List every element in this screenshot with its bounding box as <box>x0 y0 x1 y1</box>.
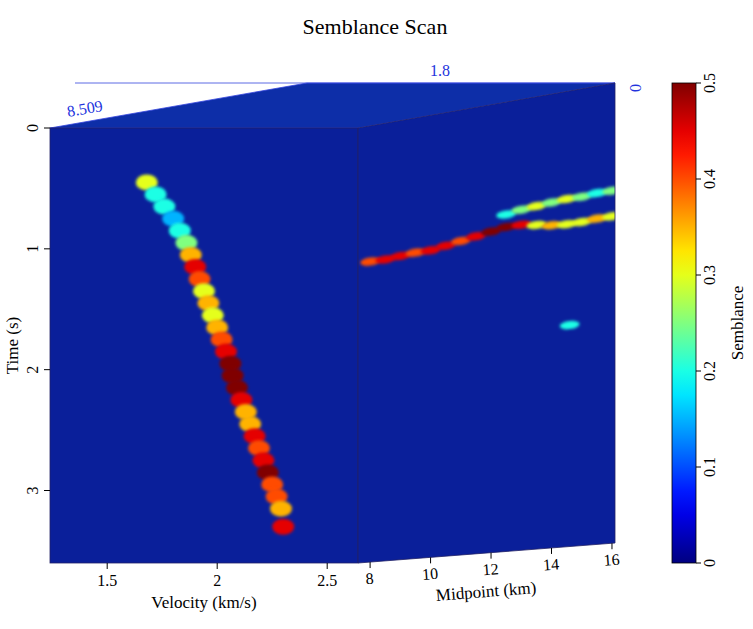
title: Semblance Scan <box>303 14 448 39</box>
semblance-peak <box>270 501 292 517</box>
y-tick-label: 1 <box>24 245 41 253</box>
y-tick-label: 3 <box>24 487 41 495</box>
slice-label: 8.509 <box>66 97 104 120</box>
colorbar <box>672 83 696 563</box>
chart: Semblance Scan0123Time (s)1.522.5Velocit… <box>0 0 753 629</box>
x-tick-label: 2 <box>213 572 221 589</box>
colorbar-tick-label: 0 <box>701 559 718 567</box>
y-tick <box>44 369 50 370</box>
reflector-peak <box>601 185 622 196</box>
reflector-peak <box>602 211 623 222</box>
colorbar-tick-label: 0.1 <box>701 457 718 477</box>
midpoint-axis-title: Midpoint (km) <box>435 578 537 605</box>
midpoint-tick-label: 8 <box>365 570 374 588</box>
colorbar-tick-label: 0.3 <box>701 265 718 285</box>
top-edge <box>75 83 615 84</box>
midpoint-tick-label: 14 <box>542 555 559 573</box>
midpoint-tick <box>551 548 552 554</box>
midpoint-tick <box>370 562 371 568</box>
front-marks <box>136 174 294 534</box>
slice-label: 1.8 <box>430 62 450 79</box>
midpoint-tick-label: 12 <box>482 560 499 578</box>
slice-label: 0 <box>627 84 644 92</box>
x-tick-label: 1.5 <box>97 572 117 589</box>
y-tick <box>44 128 50 129</box>
x-axis-title: Velocity (km/s) <box>151 593 256 612</box>
x-tick-label: 2.5 <box>317 572 337 589</box>
semblance-peak <box>272 519 294 535</box>
side-marks <box>360 185 623 330</box>
midpoint-tick-label: 16 <box>603 551 620 569</box>
front-face <box>50 128 358 563</box>
side-frame <box>358 83 615 563</box>
y-tick <box>44 248 50 249</box>
colorbar-title: Semblance <box>728 286 747 361</box>
y-tick <box>44 490 50 491</box>
midpoint-tick <box>611 543 612 549</box>
x-tick <box>107 563 108 569</box>
front-frame <box>50 128 358 563</box>
midpoint-tick-label: 10 <box>422 565 439 583</box>
y-axis-title: Time (s) <box>3 317 22 374</box>
colorbar-tick-label: 0.4 <box>701 169 718 189</box>
colorbar-tick-label: 0.2 <box>701 361 718 381</box>
midpoint-tick <box>430 557 431 563</box>
midpoint-tick <box>491 553 492 559</box>
side-face <box>358 83 615 563</box>
y-tick-label: 0 <box>24 124 41 132</box>
x-tick <box>327 563 328 569</box>
reflector-peak <box>559 320 580 330</box>
x-tick <box>217 563 218 569</box>
y-tick-label: 2 <box>24 366 41 374</box>
colorbar-tick-label: 0.5 <box>701 73 718 93</box>
